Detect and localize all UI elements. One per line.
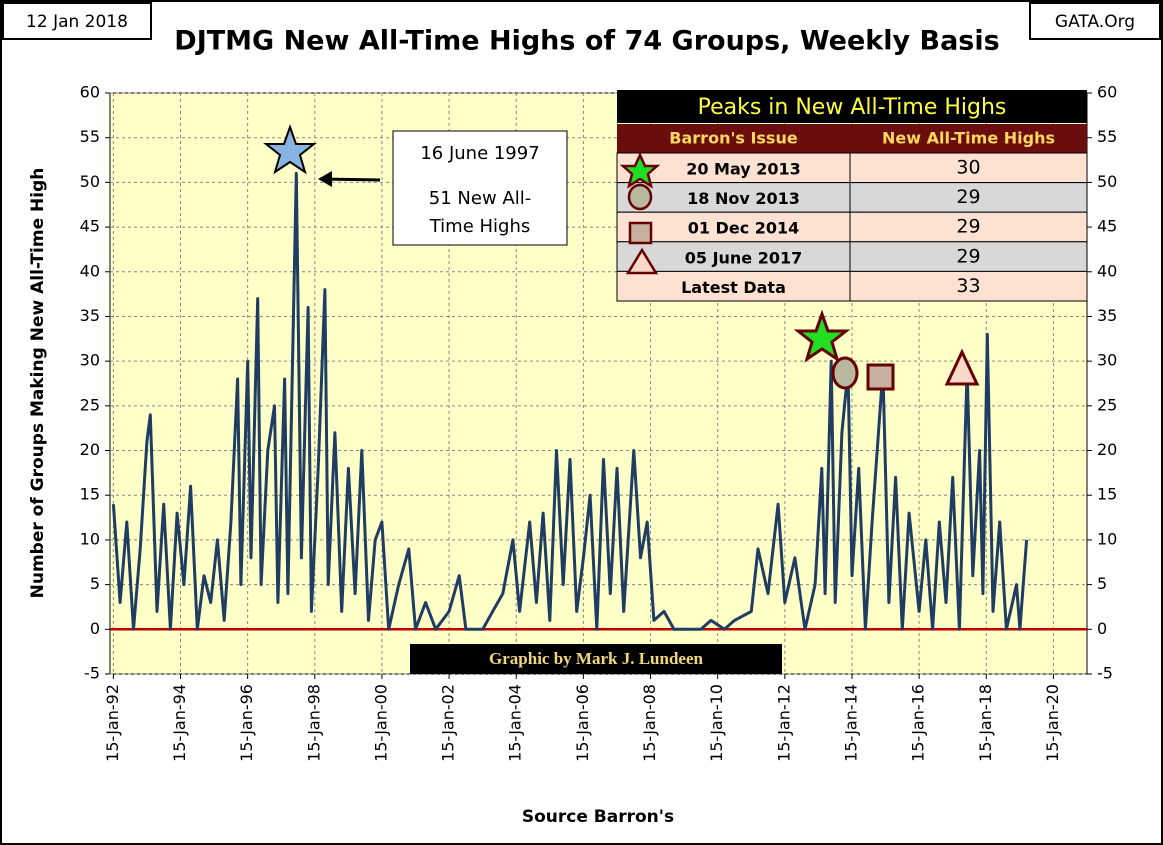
- y2-tick-label: 25: [1097, 395, 1117, 414]
- table-cell: 33: [956, 275, 980, 297]
- peak-star: [263, 123, 317, 175]
- peak-star: [793, 309, 851, 363]
- table-title-bg: [617, 90, 1087, 123]
- x-tick-label: 15-Jan-12: [774, 684, 793, 762]
- y-tick-label: 45: [80, 217, 100, 236]
- x-tick-label: 15-Jan-92: [103, 684, 122, 762]
- y-tick-label: 30: [80, 351, 100, 370]
- x-tick-label: 15-Jan-94: [170, 684, 189, 762]
- table-cell: 05 June 2017: [685, 248, 803, 267]
- series-line: [111, 171, 1029, 631]
- chart-title: DJTMG New All-Time Highs of 74 Groups, W…: [174, 26, 999, 57]
- y-tick-label: 5: [90, 574, 100, 593]
- y2-tick-label: 45: [1097, 217, 1117, 236]
- x-tick-label: 15-Jan-10: [707, 684, 726, 762]
- credit: Graphic by Mark J. Lundeen: [489, 649, 703, 668]
- y2-tick-label: 50: [1097, 172, 1117, 191]
- y2-tick-label: 15: [1097, 485, 1117, 504]
- site-label: GATA.Org: [1055, 12, 1135, 32]
- y2-tick-label: 20: [1097, 440, 1117, 459]
- x-tick-label: 15-Jan-06: [573, 684, 592, 762]
- peak-circle: [831, 356, 859, 390]
- annotation-line: 51 New All-: [429, 188, 531, 209]
- annotation-line: 16 June 1997: [420, 143, 539, 164]
- y2-tick-label: 5: [1097, 574, 1107, 593]
- y-tick-label: 25: [80, 395, 100, 414]
- x-axis-label: Source Barron's: [522, 807, 674, 827]
- y2-tick-label: 30: [1097, 351, 1117, 370]
- y-tick-label: 40: [80, 261, 100, 280]
- table-header: New All-Time Highs: [882, 129, 1055, 148]
- annotation-line: Time Highs: [429, 216, 531, 237]
- table-cell: Latest Data: [681, 278, 786, 297]
- y-tick-label: 10: [80, 529, 100, 548]
- x-tick-label: 15-Jan-18: [976, 684, 995, 762]
- credit-box: [410, 644, 782, 674]
- annotation-box: [392, 130, 568, 246]
- icon-star: [619, 151, 661, 189]
- x-tick-label: 15-Jan-16: [909, 684, 928, 762]
- peaks-table: Peaks in New All-Time Highs Barron's Issu…: [616, 90, 1088, 302]
- table-cell: 29: [956, 186, 980, 208]
- x-tick-label: 15-Jan-04: [506, 684, 525, 762]
- table-cell: 30: [956, 157, 980, 179]
- site-box: [1029, 2, 1161, 40]
- peak-square: [866, 363, 895, 391]
- y2-tick-label: 60: [1097, 83, 1117, 102]
- y2-tick-label: 35: [1097, 306, 1117, 325]
- table-header: Barron's Issue: [669, 129, 798, 148]
- table-row-bg: [616, 211, 1088, 243]
- date-box: [2, 2, 152, 40]
- y2-tick-label: 40: [1097, 261, 1117, 280]
- y2-tick-label: 10: [1097, 529, 1117, 548]
- y-tick-label: 35: [80, 306, 100, 325]
- icon-square: [628, 221, 653, 245]
- x-tick-label: 15-Jan-20: [1043, 684, 1062, 762]
- y-axis-label: Number of Groups Making New All-Time Hig…: [28, 168, 48, 599]
- x-tick-label: 15-Jan-00: [371, 684, 390, 762]
- y-tick-label: 60: [80, 83, 100, 102]
- table-title: Peaks in New All-Time Highs: [698, 95, 1007, 120]
- annotation-arrowhead: [318, 171, 332, 187]
- table-cell: 29: [956, 216, 980, 238]
- table-row-bg: [616, 241, 1088, 272]
- table-cell: 20 May 2013: [686, 160, 801, 179]
- y-tick-label: 20: [80, 440, 100, 459]
- x-tick-label: 15-Jan-14: [841, 684, 860, 762]
- table-cell: 01 Dec 2014: [688, 219, 800, 238]
- y2-tick-label: 0: [1097, 619, 1107, 638]
- x-tick-label: 15-Jan-98: [304, 684, 323, 762]
- y2-tick-label: -5: [1097, 664, 1113, 683]
- plot: -5 0 5 10 15 20 25 30 35 40 45 50 55 60 -5 0 5 10 15 20 25 30…: [80, 83, 1118, 762]
- table-row-bg: [616, 152, 1088, 184]
- table-cell: 29: [956, 245, 980, 267]
- table-header-bg: [617, 124, 1087, 153]
- y-tick-label: 50: [80, 172, 100, 191]
- y-tick-label: 0: [90, 619, 100, 638]
- y-tick-label: 55: [80, 127, 100, 146]
- x-tick-label: 15-Jan-08: [640, 684, 659, 762]
- x-tick-label: 15-Jan-02: [439, 684, 458, 762]
- x-tick-label: 15-Jan-96: [237, 684, 256, 762]
- y-tick-label: -5: [84, 664, 100, 683]
- table-cell: 18 Nov 2013: [687, 189, 800, 208]
- peak-triangle: [944, 348, 980, 386]
- date-label: 12 Jan 2018: [26, 12, 128, 32]
- icon-triangle: [625, 247, 659, 275]
- y2-tick-label: 55: [1097, 127, 1117, 146]
- table-row-bg: [616, 270, 1088, 302]
- y-tick-label: 15: [80, 485, 100, 504]
- icon-circle: [627, 183, 653, 211]
